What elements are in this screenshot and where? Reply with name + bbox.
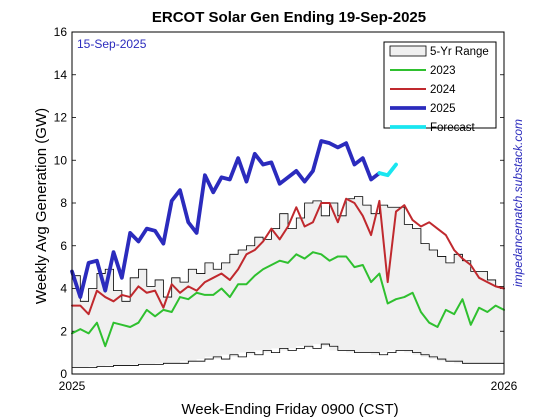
y-tick-label: 8 — [60, 196, 67, 210]
legend-label: 2025 — [430, 103, 456, 115]
date-annotation: 15-Sep-2025 — [77, 37, 147, 51]
y-tick-label: 16 — [54, 25, 68, 39]
y-tick-labels: 0 2 4 6 8 10 12 14 16 — [54, 25, 68, 381]
y-tick-label: 4 — [60, 282, 67, 296]
y-tick-label: 14 — [54, 68, 68, 82]
y-axis-label: Weekly Avg Generation (GW) — [33, 108, 50, 304]
credit-text: impedancematch.substack.com — [511, 119, 525, 287]
series-line-2023 — [71, 251, 505, 348]
chart-title: ERCOT Solar Gen Ending 19-Sep-2025 — [152, 9, 426, 26]
five-year-range-band — [72, 196, 504, 368]
series-line-2024 — [71, 197, 505, 316]
y-tick-label: 2 — [60, 324, 67, 338]
range-band-fill — [72, 196, 504, 368]
x-axis-label: Week-Ending Friday 0900 (CST) — [181, 401, 398, 418]
legend-swatch-range — [389, 45, 427, 57]
range-lower-edge — [72, 343, 504, 368]
legend-label: 5-Yr Range — [430, 46, 489, 58]
x-tick-label: 2025 — [59, 379, 86, 393]
series-group — [70, 139, 505, 348]
legend-label: 2023 — [430, 65, 456, 77]
series-line-2025 — [70, 139, 382, 299]
range-upper-edge — [72, 196, 504, 302]
y-tick-label: 12 — [54, 111, 68, 125]
legend-label: Forecast — [430, 122, 476, 134]
y-tick-label: 0 — [60, 367, 67, 381]
x-tick-labels: 2025 2026 — [59, 379, 518, 393]
series-line-forecast — [377, 162, 398, 178]
y-tick-label: 10 — [54, 153, 68, 167]
legend-label: 2024 — [430, 84, 456, 96]
plot-border — [71, 31, 505, 375]
legend: 5-Yr Range 2023 2024 2025 Forecast — [383, 41, 497, 134]
x-tick-label: 2026 — [491, 379, 518, 393]
y-tick-label: 6 — [60, 239, 67, 253]
